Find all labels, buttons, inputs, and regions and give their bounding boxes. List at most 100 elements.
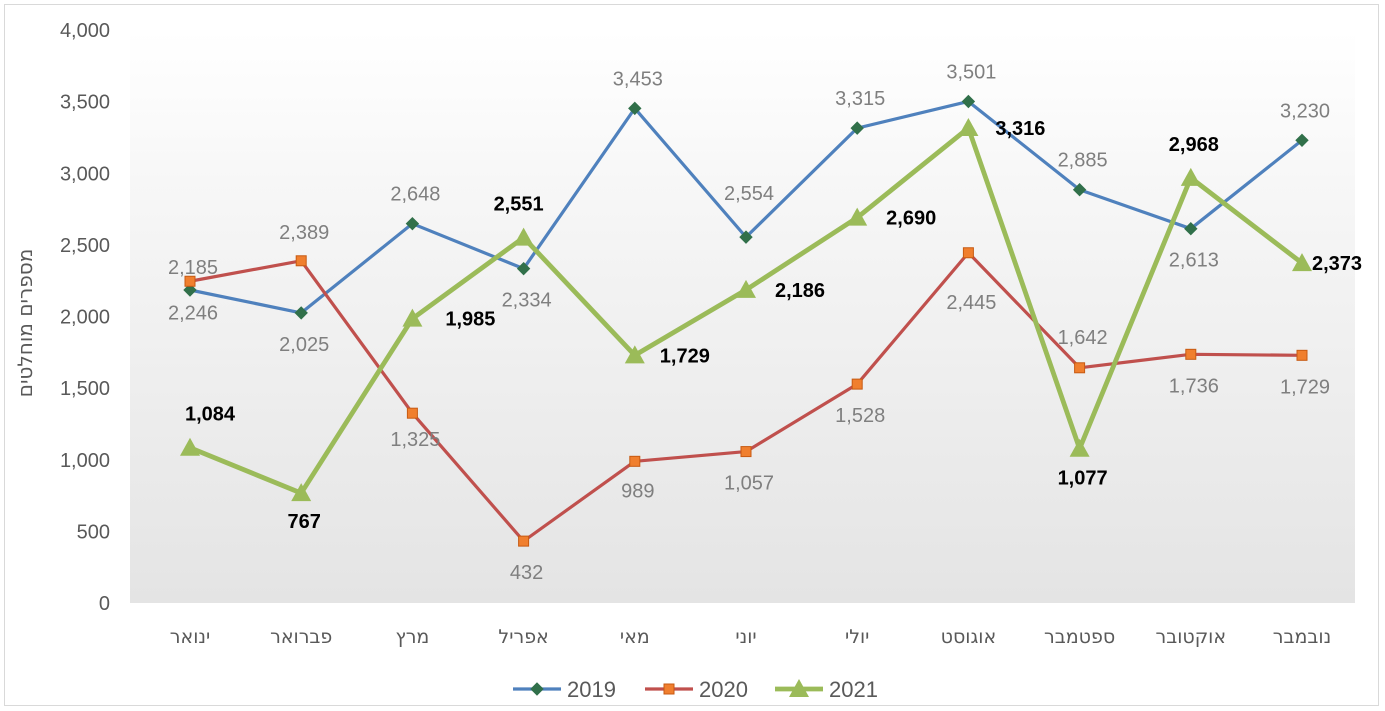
data-label-2021: 2,551: [494, 194, 544, 216]
legend-item-2021: 2021: [775, 677, 878, 702]
data-label-2020: 1,057: [724, 473, 774, 495]
data-label-2020: 2,246: [168, 302, 218, 324]
data-label-2020: 1,642: [1058, 327, 1108, 349]
y-tick-label: 2,500: [60, 235, 110, 257]
data-point-2021: [513, 227, 534, 246]
data-point-2019: [516, 261, 531, 276]
data-label-2019: 2,613: [1169, 250, 1219, 272]
x-tick-label: מרץ: [395, 626, 429, 648]
data-label-2020: 1,325: [390, 429, 440, 451]
legend-marker: [663, 683, 675, 695]
data-label-2021: 2,690: [886, 208, 936, 230]
data-point-2021: [291, 483, 312, 502]
data-point-2021: [736, 279, 756, 298]
data-point-2021: [402, 308, 423, 327]
y-tick-label: 0: [99, 593, 110, 615]
y-tick-label: 3,000: [60, 163, 110, 185]
data-label-2020: 2,445: [946, 292, 996, 314]
legend-marker: [530, 682, 544, 696]
data-point-2020: [1074, 362, 1086, 374]
data-label-2019: 2,554: [724, 183, 774, 205]
legend-item-2019: 2019: [513, 677, 616, 702]
legend-label: 2019: [567, 677, 616, 702]
data-point-2020: [406, 407, 418, 419]
data-label-2019: 2,025: [279, 334, 329, 356]
data-label-2021: 1,084: [185, 404, 236, 426]
y-axis-label: מספרים מוחלטים: [13, 249, 37, 398]
data-label-2021: 1,077: [1058, 468, 1108, 490]
data-point-2019: [405, 216, 420, 231]
data-label-2021: 767: [288, 511, 321, 533]
chart-frame: 0 500 1,000 1,500 2,000 2,500 3,000 3,500 4,000 …: [4, 4, 1379, 706]
data-label-2020: 1,736: [1169, 375, 1219, 397]
y-tick-label: 500: [77, 521, 110, 543]
series-2019: [183, 94, 1309, 320]
data-label-2019: 2,185: [168, 257, 218, 279]
data-label-2019: 3,315: [835, 88, 885, 110]
data-point-2021: [180, 437, 200, 456]
data-point-2020: [1185, 348, 1197, 360]
data-label-2020: 1,729: [1280, 376, 1330, 398]
data-label-2019: 3,230: [1280, 100, 1330, 122]
data-point-2021: [1180, 167, 1201, 186]
legend-item-2020: 2020: [645, 677, 748, 702]
data-point-2019: [1295, 133, 1309, 148]
line-chart: 05001,0001,5002,0002,5003,0003,5004,000 …: [13, 20, 1362, 702]
data-label-2021: 2,186: [775, 280, 825, 302]
plot-area: [130, 30, 1355, 603]
data-label-2021: 2,968: [1169, 134, 1219, 156]
data-point-2020: [295, 255, 307, 267]
x-tick-label: ינואר: [170, 626, 210, 648]
x-tick-label: נובמבר: [1273, 626, 1331, 648]
x-tick-label: יוני: [735, 626, 756, 648]
data-point-2019: [1184, 221, 1198, 236]
data-label-2019: 3,501: [946, 61, 996, 83]
data-point-2020: [1296, 349, 1308, 361]
x-tick-label: אוגוסט: [941, 626, 997, 648]
data-point-2020: [518, 535, 530, 547]
data-point-2019: [850, 121, 864, 135]
x-tick-label: אפריל: [498, 626, 548, 648]
data-label-2019: 2,334: [502, 290, 552, 312]
data-point-2021: [847, 207, 868, 226]
data-point-2019: [961, 94, 976, 109]
y-tick-label: 4,000: [60, 20, 110, 42]
data-point-2021: [958, 117, 979, 136]
data-label-2021: 1,985: [445, 309, 495, 331]
data-label-2021: 3,316: [995, 118, 1045, 140]
data-point-2020: [629, 455, 641, 467]
data-point-2021: [624, 345, 645, 364]
data-point-2020: [851, 378, 863, 390]
data-label-2020: 989: [621, 480, 654, 502]
data-point-2020: [740, 446, 752, 458]
legend-label: 2021: [829, 677, 878, 702]
data-point-2021: [1069, 438, 1090, 457]
y-tick-label: 1,000: [60, 450, 110, 472]
x-tick-label: פברואר: [270, 626, 332, 648]
data-label-2021: 1,729: [660, 345, 710, 367]
data-point-2019: [183, 283, 197, 297]
legend-label: 2020: [699, 677, 748, 702]
data-point-2019: [739, 230, 753, 244]
data-label-2020: 2,389: [279, 222, 329, 244]
data-point-2020: [184, 275, 196, 287]
data-point-2019: [628, 101, 642, 116]
x-tick-label: מאי: [620, 626, 650, 648]
data-point-2019: [294, 306, 308, 320]
data-point-2019: [1072, 183, 1087, 197]
y-tick-label: 3,500: [60, 92, 110, 114]
data-label-2019: 3,453: [613, 68, 663, 90]
data-label-2020: 432: [510, 562, 543, 584]
y-tick-label: 1,500: [60, 378, 110, 400]
x-tick-label: ספטמבר: [1044, 626, 1115, 648]
data-point-2020: [962, 247, 974, 259]
x-tick-label: אוקטובר: [1156, 626, 1227, 648]
data-label-2021: 2,373: [1312, 253, 1362, 275]
series-2021: [180, 117, 1312, 502]
data-point-2021: [1292, 253, 1312, 272]
data-label-2019: 2,648: [390, 184, 440, 206]
data-label-2020: 1,528: [835, 405, 885, 427]
data-label-2019: 2,885: [1058, 150, 1108, 172]
x-tick-label: יולי: [845, 626, 869, 648]
legend-marker: [789, 679, 809, 697]
